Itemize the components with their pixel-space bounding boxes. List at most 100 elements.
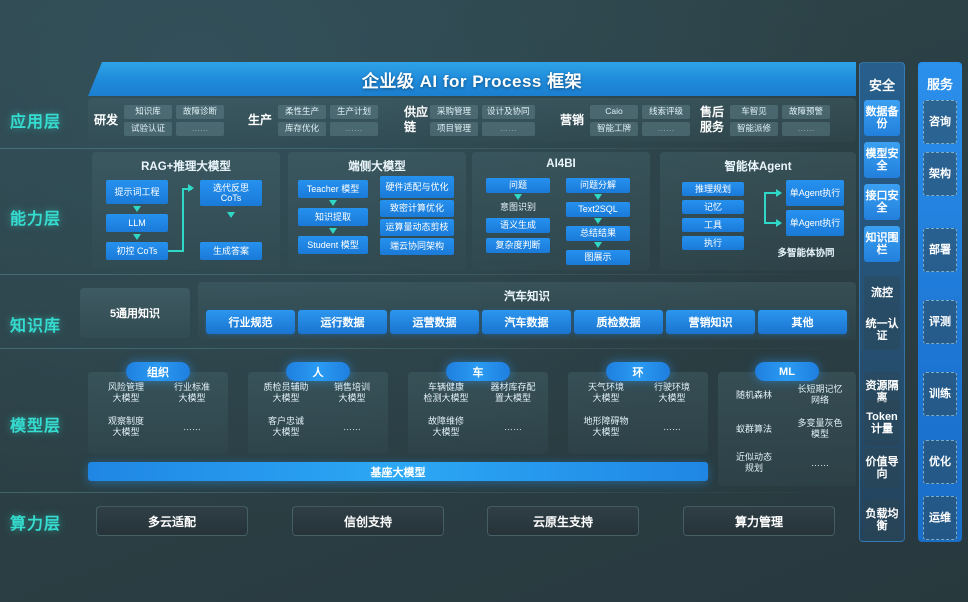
service-item[interactable]: 优化 [923, 440, 957, 484]
cap-item[interactable]: 复杂度判断 [486, 238, 550, 253]
app-chip-more[interactable]: …… [330, 121, 378, 136]
app-chip[interactable]: 车智见 [730, 104, 778, 119]
app-chip-more[interactable]: …… [782, 121, 830, 136]
cap-item[interactable]: 初控 CoTs [106, 242, 168, 260]
model-cell-more[interactable]: …… [504, 422, 522, 432]
cap-item[interactable]: 端云协同架构 [380, 238, 454, 255]
model-cell[interactable]: 车辆健康 检测大模型 [423, 382, 469, 403]
app-chip[interactable]: 设计及协同 [482, 104, 535, 119]
app-group-after-sales[interactable]: 售后服务 车智见 智能派修 故障预警 …… [700, 100, 830, 140]
cap-item[interactable]: 工具 [682, 218, 744, 232]
app-chip[interactable]: Caio [590, 104, 638, 119]
compute-item[interactable]: 云原生支持 [487, 506, 639, 536]
cap-item[interactable]: Student 模型 [298, 236, 368, 254]
compute-item[interactable]: 信创支持 [292, 506, 444, 536]
cap-item[interactable]: 单Agent执行 [786, 180, 844, 206]
knowledge-item[interactable]: 营销知识 [666, 310, 755, 334]
cap-item[interactable]: 记忆 [682, 200, 744, 214]
cap-item[interactable]: Teacher 模型 [298, 180, 368, 198]
cap-item[interactable]: 单Agent执行 [786, 210, 844, 236]
model-group-head[interactable]: ML [755, 362, 819, 381]
knowledge-item[interactable]: 汽车数据 [482, 310, 571, 334]
app-chip-more[interactable]: …… [482, 121, 535, 136]
model-cell[interactable]: 近似动态 规划 [735, 452, 772, 473]
service-item[interactable]: 架构 [923, 152, 957, 196]
model-cell[interactable]: 故障维修 大模型 [427, 416, 464, 437]
base-model-bar[interactable]: 基座大模型 [88, 462, 708, 481]
model-cell-more[interactable]: …… [343, 422, 361, 432]
model-group-head[interactable]: 环 [606, 362, 670, 381]
model-cell[interactable]: 随机森林 [735, 390, 772, 400]
app-group-marketing[interactable]: 营销 Caio 智能工牌 线索评级 …… [560, 100, 690, 140]
model-cell[interactable]: 器材库存配 置大模型 [490, 382, 536, 403]
model-group-head[interactable]: 车 [446, 362, 510, 381]
model-cell-more[interactable]: …… [183, 422, 201, 432]
cap-item[interactable]: Text2SQL [566, 202, 630, 217]
model-cell[interactable]: 质检员辅助 大模型 [263, 382, 309, 403]
model-group-head[interactable]: 组织 [126, 362, 190, 381]
model-cell[interactable]: 地形障碍物 大模型 [583, 416, 629, 437]
security-item[interactable]: Token计量 [864, 400, 900, 446]
app-group-production[interactable]: 生产 柔性生产 库存优化 生产计划 …… [248, 100, 378, 140]
app-chip-more[interactable]: …… [642, 121, 690, 136]
service-item[interactable]: 评测 [923, 300, 957, 344]
security-item[interactable]: 接口安全 [864, 184, 900, 220]
cap-item[interactable]: LLM [106, 214, 168, 232]
security-item[interactable]: 负载均衡 [864, 500, 900, 540]
app-chip[interactable]: 知识库 [124, 104, 172, 119]
cap-item[interactable]: 知识提取 [298, 208, 368, 226]
cap-item[interactable]: 硬件适配与优化 [380, 176, 454, 198]
model-cell[interactable]: 行业标准 大模型 [173, 382, 210, 403]
model-cell[interactable]: 蚁群算法 [735, 424, 772, 434]
app-chip[interactable]: 库存优化 [278, 121, 326, 136]
compute-item[interactable]: 多云适配 [96, 506, 248, 536]
app-chip[interactable]: 项目管理 [430, 121, 478, 136]
knowledge-general-box[interactable]: 5通用知识 [80, 288, 190, 338]
model-cell[interactable]: 观察制度 大模型 [107, 416, 144, 437]
app-group-supply-chain[interactable]: 供应链 采购管理 项目管理 设计及协同 …… [404, 100, 535, 140]
app-chip[interactable]: 采购管理 [430, 104, 478, 119]
service-item[interactable]: 部署 [923, 228, 957, 272]
cap-item[interactable]: 总结结果 [566, 226, 630, 241]
app-chip-more[interactable]: …… [176, 121, 224, 136]
app-chip[interactable]: 智能派修 [730, 121, 778, 136]
service-item[interactable]: 咨询 [923, 100, 957, 144]
app-chip[interactable]: 试验认证 [124, 121, 172, 136]
model-cell[interactable]: 销售培训 大模型 [333, 382, 370, 403]
model-cell[interactable]: 多变量灰色 模型 [797, 418, 843, 439]
cap-item[interactable]: 语义生成 [486, 218, 550, 233]
knowledge-item[interactable]: 其他 [758, 310, 847, 334]
security-item[interactable]: 数据备份 [864, 100, 900, 136]
security-item[interactable]: 统一认证 [864, 310, 900, 350]
app-chip[interactable]: 智能工牌 [590, 121, 638, 136]
cap-item[interactable]: 图展示 [566, 250, 630, 265]
security-item[interactable]: 流控 [864, 276, 900, 310]
knowledge-item[interactable]: 运营数据 [390, 310, 479, 334]
app-chip[interactable]: 故障预警 [782, 104, 830, 119]
model-cell[interactable]: 行驶环境 大模型 [653, 382, 690, 403]
service-item[interactable]: 训练 [923, 372, 957, 416]
model-cell[interactable]: 客户忠诚 大模型 [267, 416, 304, 437]
cap-item[interactable]: 运算量动态剪枝 [380, 219, 454, 236]
cap-item[interactable]: 提示词工程 [106, 180, 168, 204]
cap-item[interactable]: 选代反思 CoTs [200, 180, 262, 206]
app-chip[interactable]: 故障诊断 [176, 104, 224, 119]
app-chip[interactable]: 柔性生产 [278, 104, 326, 119]
knowledge-item[interactable]: 行业规范 [206, 310, 295, 334]
model-cell[interactable]: 天气环境 大模型 [587, 382, 624, 403]
service-item[interactable]: 运维 [923, 496, 957, 540]
model-cell[interactable]: 长短期记忆 网络 [797, 384, 843, 405]
model-cell-more[interactable]: …… [811, 458, 829, 468]
model-cell-more[interactable]: …… [663, 422, 681, 432]
cap-item[interactable]: 问题 [486, 178, 550, 193]
security-item[interactable]: 资源隔离 [864, 372, 900, 412]
compute-item[interactable]: 算力管理 [683, 506, 835, 536]
app-chip[interactable]: 生产计划 [330, 104, 378, 119]
cap-item[interactable]: 执行 [682, 236, 744, 250]
security-item[interactable]: 知识围栏 [864, 226, 900, 262]
cap-item[interactable]: 致密计算优化 [380, 200, 454, 217]
cap-item[interactable]: 推理规划 [682, 182, 744, 196]
security-item[interactable]: 价值导向 [864, 448, 900, 488]
knowledge-item[interactable]: 质检数据 [574, 310, 663, 334]
model-group-head[interactable]: 人 [286, 362, 350, 381]
